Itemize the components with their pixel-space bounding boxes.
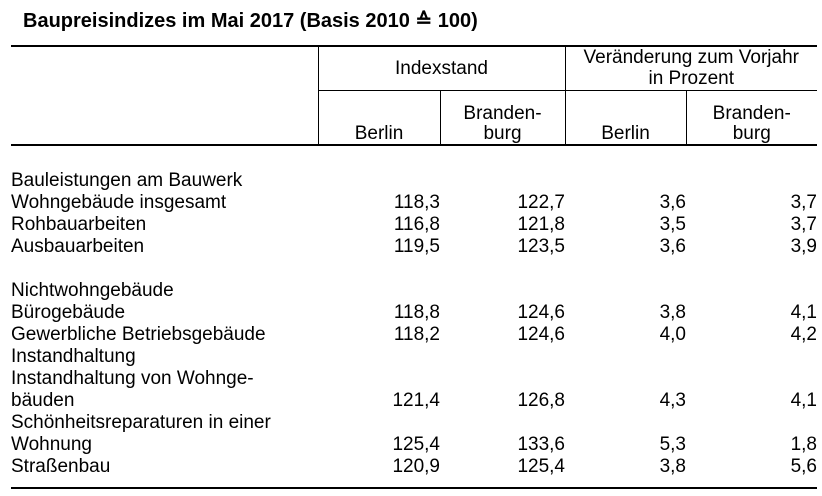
row-label: Schönheitsreparaturen in einer xyxy=(11,412,271,433)
cell-veraenderung-berlin: 4,0 xyxy=(659,324,686,345)
table-row: Rohbauarbeiten 116,8 121,8 3,5 3,7 xyxy=(11,214,817,236)
cell-indexstand-berlin xyxy=(318,412,440,434)
cell-indexstand-brandenburg xyxy=(440,346,565,368)
row-label: Bauleistungen am Bauwerk xyxy=(11,170,243,191)
cell-veraenderung-berlin xyxy=(565,346,686,368)
table-row: bäuden 121,4 126,8 4,3 4,1 xyxy=(11,390,817,412)
cell-indexstand-berlin xyxy=(318,368,440,390)
cell-indexstand-brandenburg xyxy=(440,280,565,302)
table-row: Straßenbau 120,9 125,4 3,8 5,6 xyxy=(11,456,817,478)
corner-cell xyxy=(11,46,319,145)
row-label: Instandhaltung xyxy=(11,346,136,367)
table-row: Wohngebäude insgesamt 118,3 122,7 3,6 3,… xyxy=(11,192,817,214)
cell-veraenderung-brandenburg xyxy=(686,368,817,390)
cell-indexstand-brandenburg: 124,6 xyxy=(517,302,565,323)
row-label: Ausbauarbeiten xyxy=(11,236,145,257)
cell-veraenderung-brandenburg xyxy=(686,280,817,302)
row-label: Rohbauarbeiten xyxy=(11,214,147,235)
cell-indexstand-berlin: 118,3 xyxy=(393,192,440,213)
table-row: Instandhaltung von Wohnge- xyxy=(11,368,817,390)
cell-indexstand-berlin: 118,2 xyxy=(393,324,440,345)
cell-indexstand-brandenburg: 126,8 xyxy=(517,390,565,411)
cell-indexstand-brandenburg: 123,5 xyxy=(517,236,565,257)
cell-veraenderung-berlin: 3,5 xyxy=(659,214,686,235)
col-header-indexstand-berlin: Berlin xyxy=(318,90,441,145)
col-header-veraenderung-berlin: Berlin xyxy=(565,90,687,145)
cell-veraenderung-berlin: 4,3 xyxy=(659,390,686,411)
cell-veraenderung-berlin xyxy=(565,412,686,434)
cell-veraenderung-berlin: 3,6 xyxy=(659,192,686,213)
cell-veraenderung-berlin xyxy=(565,170,686,192)
table-body: Bauleistungen am Bauwerk Wohngebäude ins… xyxy=(11,145,817,488)
spacer-row xyxy=(11,145,817,170)
table-row: Wohnung 125,4 133,6 5,3 1,8 xyxy=(11,434,817,456)
cell-veraenderung-brandenburg xyxy=(686,346,817,368)
cell-indexstand-berlin: 120,9 xyxy=(392,456,440,477)
spacer-row xyxy=(11,258,817,280)
row-label: Wohngebäude insgesamt xyxy=(11,192,227,213)
col-header-veraenderung-brandenburg: Branden- burg xyxy=(712,103,791,144)
cell-indexstand-brandenburg: 122,7 xyxy=(517,192,565,213)
cell-indexstand-brandenburg xyxy=(440,170,565,192)
table-header: Indexstand Veränderung zum Vorjahr in Pr… xyxy=(11,46,817,145)
cell-veraenderung-berlin: 3,6 xyxy=(659,236,686,257)
cell-veraenderung-berlin xyxy=(565,368,686,390)
table-row: Instandhaltung xyxy=(11,346,817,368)
cell-indexstand-berlin: 116,8 xyxy=(393,214,440,235)
cell-indexstand-berlin: 119,5 xyxy=(393,236,440,257)
cell-indexstand-brandenburg: 125,4 xyxy=(517,456,565,477)
table-row: Bürogebäude 118,8 124,6 3,8 4,1 xyxy=(11,302,817,324)
col-group-indexstand: Indexstand xyxy=(318,46,566,91)
table-row: Nichtwohngebäude xyxy=(11,280,817,302)
cell-veraenderung-brandenburg: 4,1 xyxy=(790,390,817,411)
cell-veraenderung-brandenburg: 4,1 xyxy=(790,302,817,323)
cell-veraenderung-berlin: 3,8 xyxy=(659,302,686,323)
cell-indexstand-berlin: 121,4 xyxy=(392,390,440,411)
table-row: Schönheitsreparaturen in einer xyxy=(11,412,817,434)
row-label: Instandhaltung von Wohnge- xyxy=(11,368,254,389)
cell-indexstand-brandenburg xyxy=(440,368,565,390)
cell-indexstand-brandenburg xyxy=(440,412,565,434)
header-group-row: Indexstand Veränderung zum Vorjahr in Pr… xyxy=(11,46,817,145)
cell-indexstand-berlin xyxy=(318,280,440,302)
cell-indexstand-berlin: 125,4 xyxy=(392,434,440,455)
cell-veraenderung-berlin: 5,3 xyxy=(659,434,686,455)
row-label: bäuden xyxy=(11,390,75,411)
row-label: Gewerbliche Betriebsgebäude xyxy=(11,324,266,345)
cell-veraenderung-berlin: 3,8 xyxy=(659,456,686,477)
spacer-row xyxy=(11,478,817,488)
cell-indexstand-brandenburg: 124,6 xyxy=(517,324,565,345)
cell-veraenderung-brandenburg: 4,2 xyxy=(790,324,817,345)
cell-veraenderung-berlin xyxy=(565,280,686,302)
col-group-veraenderung-vorjahr: Veränderung zum Vorjahr in Prozent xyxy=(565,46,817,91)
table-row: Bauleistungen am Bauwerk xyxy=(11,170,817,192)
cell-veraenderung-brandenburg: 3,7 xyxy=(790,214,817,235)
row-label: Bürogebäude xyxy=(11,302,126,323)
col-header-indexstand-brandenburg: Branden- burg xyxy=(440,90,566,145)
cell-veraenderung-brandenburg xyxy=(686,170,817,192)
cell-veraenderung-brandenburg: 3,9 xyxy=(790,236,817,257)
row-label: Nichtwohngebäude xyxy=(11,280,174,301)
table-row: Ausbauarbeiten 119,5 123,5 3,6 3,9 xyxy=(11,236,817,258)
cell-indexstand-berlin xyxy=(318,170,440,192)
baupreisindizes-table: Indexstand Veränderung zum Vorjahr in Pr… xyxy=(11,45,817,489)
cell-indexstand-berlin: 118,8 xyxy=(393,302,440,323)
row-label: Wohnung xyxy=(11,434,92,455)
page-title: Baupreisindizes im Mai 2017 (Basis 2010 … xyxy=(23,10,478,32)
cell-indexstand-brandenburg: 121,8 xyxy=(517,214,565,235)
cell-indexstand-brandenburg: 133,6 xyxy=(517,434,565,455)
header-sub-row: Berlin Branden- burg Berlin Branden- bur… xyxy=(11,90,817,145)
table-row: Gewerbliche Betriebsgebäude 118,2 124,6 … xyxy=(11,324,817,346)
cell-veraenderung-brandenburg: 1,8 xyxy=(790,434,817,455)
cell-veraenderung-brandenburg xyxy=(686,412,817,434)
cell-veraenderung-brandenburg: 3,7 xyxy=(790,192,817,213)
cell-indexstand-berlin xyxy=(318,346,440,368)
cell-veraenderung-brandenburg: 5,6 xyxy=(790,456,817,477)
row-label: Straßenbau xyxy=(11,456,111,477)
